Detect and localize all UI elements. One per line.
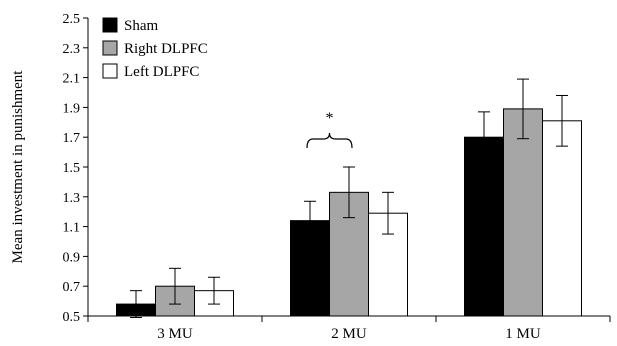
bar-right-dlpfc-1-mu [503,108,543,317]
y-tick-label: 0.7 [63,280,81,295]
bars [116,108,582,317]
x-tick-label: 1 MU [505,326,541,342]
y-tick-label: 2.5 [63,12,81,27]
legend-label: Right DLPFC [124,41,208,57]
y-axis-label: Mean investment in punishment [10,70,26,264]
significance-brace [306,132,353,149]
legend-label: Left DLPFC [124,64,199,80]
y-tick-label: 1.7 [63,131,81,146]
y-tick-label: 2.1 [63,72,81,87]
legend-swatch-right-dlpfc [102,40,118,56]
significance-star: * [326,110,334,127]
error-bars [130,78,568,318]
legend-label: Sham [124,18,159,34]
y-axis: 0.5 0.7 0.9 1.1 1.3 1.5 1.7 1.9 2.1 2.3 2.5 [63,12,89,325]
y-tick-label: 0.5 [63,310,81,325]
x-axis: 3 MU 2 MU 1 MU [87,315,611,342]
bar-left-dlpfc-1-mu [542,120,582,317]
y-tick-label: 1.9 [63,101,81,116]
y-tick-label: 0.9 [63,250,81,265]
y-tick-label: 1.5 [63,161,81,176]
x-tick-label: 2 MU [331,326,367,342]
legend-swatch-sham [102,17,118,33]
significance-annotation: * [306,110,353,149]
y-tick-label: 1.3 [63,191,81,206]
x-tick-label: 3 MU [157,326,193,342]
y-tick-label: 1.1 [63,221,81,236]
bar-sham-1-mu [464,136,504,317]
legend-swatch-left-dlpfc [102,63,118,79]
legend: Sham Right DLPFC Left DLPFC [102,17,208,80]
y-tick-label: 2.3 [63,42,81,57]
